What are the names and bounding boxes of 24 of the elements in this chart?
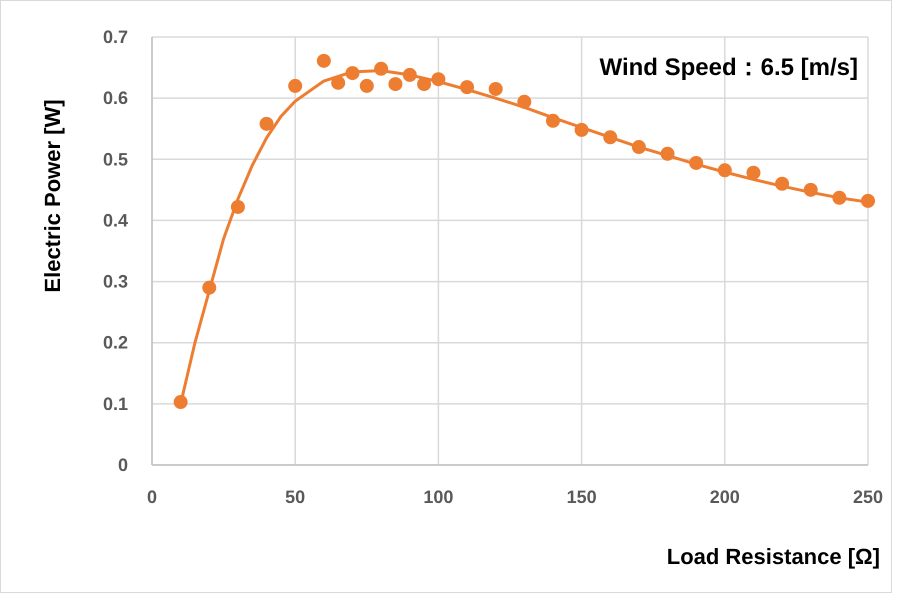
point <box>288 78 302 93</box>
y-tick-label: 0.7 <box>102 27 128 47</box>
y-tick-label: 0.6 <box>102 88 128 108</box>
x-tick-label: 100 <box>423 487 454 507</box>
x-tick-label: 150 <box>566 487 597 507</box>
point <box>746 166 760 180</box>
point <box>260 116 274 131</box>
x-tick-label: 250 <box>852 487 884 507</box>
x-axis-title: Load Resistance [Ω] <box>666 544 880 569</box>
point <box>388 77 402 92</box>
x-tick-label: 200 <box>710 487 740 507</box>
y-tick-label: 0.5 <box>102 149 128 170</box>
point <box>488 82 503 96</box>
y-tick-label: 0.1 <box>102 394 128 414</box>
y-tick-label: 0.2 <box>102 332 128 353</box>
point <box>316 54 331 68</box>
annotation: Wind Speed：6.5 [m/s] <box>600 54 858 81</box>
y-tick-label: 0.3 <box>102 272 128 292</box>
x-tick-label: 0 <box>146 487 158 507</box>
y-tick-label: 0 <box>118 455 128 475</box>
y-axis-title: Electric Power [W] <box>40 99 65 293</box>
y-tick-label: 0.4 <box>102 210 128 230</box>
x-tick-label: 50 <box>285 487 306 507</box>
point <box>360 78 374 93</box>
